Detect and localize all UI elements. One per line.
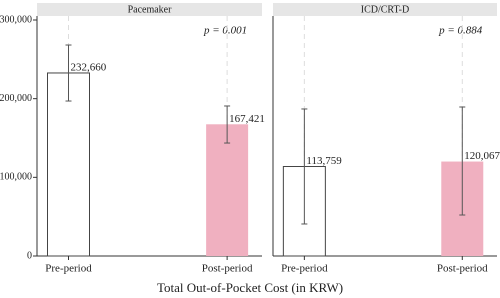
panel-title: ICD/CRT-D — [361, 4, 409, 15]
value-label: 113,759 — [306, 155, 342, 167]
value-label: 120,067 — [464, 150, 500, 162]
x-tick-label: Pre-period — [281, 263, 328, 275]
value-label: 167,421 — [229, 113, 265, 125]
strip — [273, 3, 497, 16]
annotation: p = 0.001 — [203, 25, 247, 37]
x-tick-label: Post-period — [437, 263, 488, 275]
bar — [206, 124, 249, 257]
y-tick-label: 200,000 — [0, 93, 32, 104]
y-tick-label: 0 — [27, 250, 32, 261]
x-axis-title: Total Out-of-Pocket Cost (in KRW) — [157, 280, 343, 295]
x-tick-label: Post-period — [202, 263, 253, 275]
panel-title: Pacemaker — [128, 4, 173, 15]
strip — [37, 3, 262, 16]
value-label: 232,660 — [71, 62, 107, 74]
x-tick-label: Pre-period — [45, 263, 92, 275]
y-tick-label: 100,000 — [0, 172, 32, 183]
annotation: p = 0.884 — [438, 25, 483, 37]
y-tick-label: 300,000 — [0, 14, 32, 25]
